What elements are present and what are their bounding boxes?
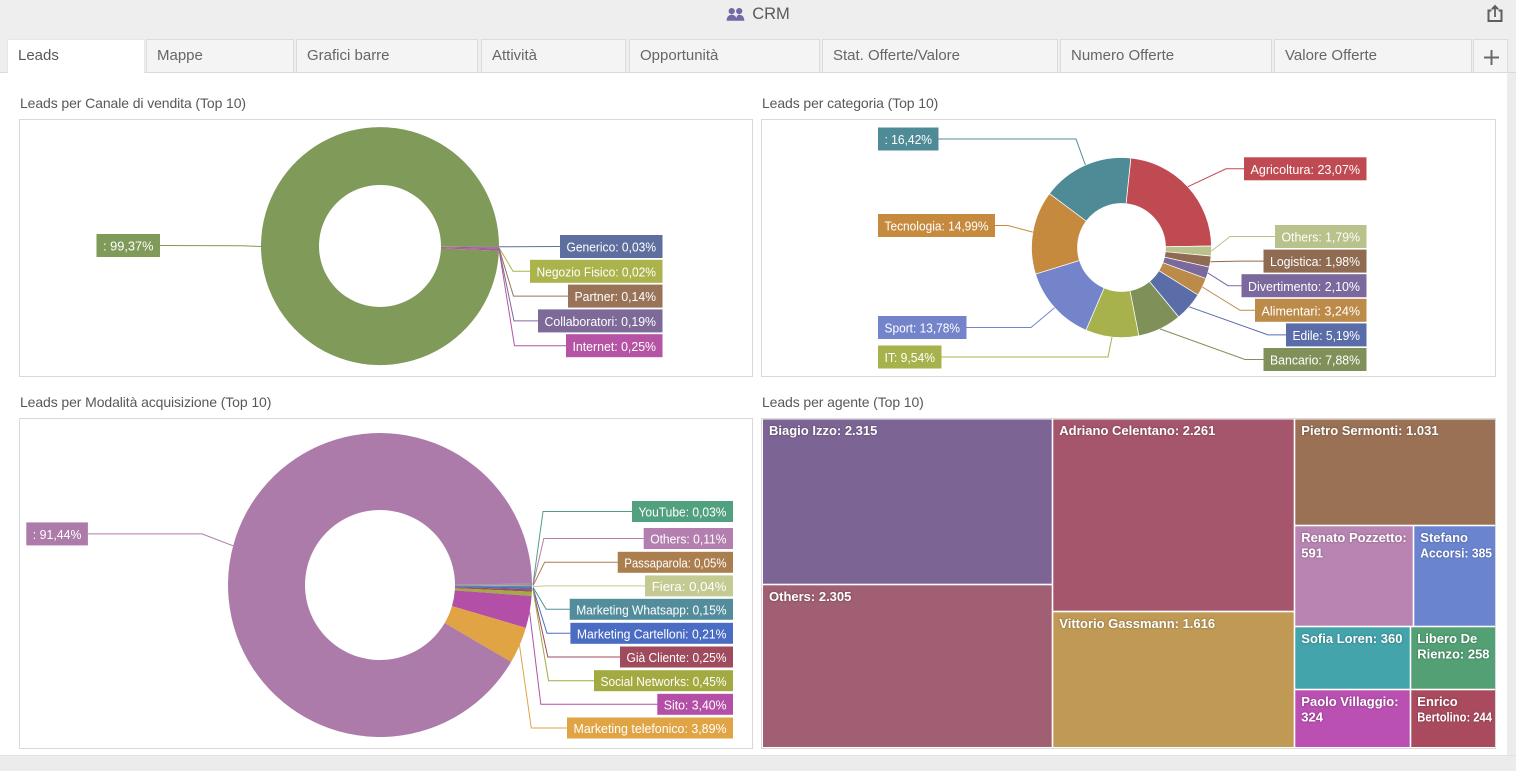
- svg-text:Vittorio Gassmann: 1.616: Vittorio Gassmann: 1.616: [1059, 616, 1215, 631]
- svg-text:: 16,42%: : 16,42%: [885, 132, 933, 147]
- svg-text:Negozio Fisico: 0,02%: Negozio Fisico: 0,02%: [537, 264, 657, 279]
- svg-text:: 99,37%: : 99,37%: [103, 239, 154, 254]
- svg-text:Collaboratori: 0,19%: Collaboratori: 0,19%: [545, 314, 657, 329]
- svg-text:Accorsi: 385: Accorsi: 385: [1420, 545, 1492, 560]
- svg-text:324: 324: [1301, 709, 1323, 724]
- svg-text:Biagio Izzo: 2.315: Biagio Izzo: 2.315: [769, 423, 877, 438]
- svg-text:Marketing Cartelloni: 0,21%: Marketing Cartelloni: 0,21%: [577, 626, 727, 641]
- svg-text:Paolo Villaggio:: Paolo Villaggio:: [1301, 694, 1398, 709]
- svg-text:: 91,44%: : 91,44%: [33, 527, 82, 542]
- svg-text:Pietro Sermonti: 1.031: Pietro Sermonti: 1.031: [1301, 423, 1438, 438]
- svg-text:Fiera: 0,04%: Fiera: 0,04%: [652, 579, 727, 594]
- svg-text:Bancario: 7,88%: Bancario: 7,88%: [1270, 353, 1360, 368]
- svg-text:Alimentari: 3,24%: Alimentari: 3,24%: [1262, 303, 1361, 318]
- svg-text:Others: 0,11%: Others: 0,11%: [650, 532, 727, 547]
- svg-text:Others: 1,79%: Others: 1,79%: [1282, 230, 1361, 245]
- svg-text:Bertolino: 244: Bertolino: 244: [1417, 709, 1492, 724]
- svg-text:Stefano: Stefano: [1420, 530, 1468, 545]
- svg-text:Marketing telefonico: 3,89%: Marketing telefonico: 3,89%: [574, 721, 727, 736]
- svg-text:Marketing Whatsapp: 0,15%: Marketing Whatsapp: 0,15%: [576, 602, 727, 617]
- svg-text:YouTube: 0,03%: YouTube: 0,03%: [639, 505, 727, 520]
- svg-text:Libero De: Libero De: [1417, 631, 1477, 646]
- svg-text:Rienzo: 258: Rienzo: 258: [1417, 646, 1489, 661]
- svg-text:Others: 2.305: Others: 2.305: [769, 589, 851, 604]
- svg-text:Sito: 3,40%: Sito: 3,40%: [664, 697, 727, 712]
- svg-text:Agricoltura: 23,07%: Agricoltura: 23,07%: [1251, 162, 1361, 177]
- svg-text:Adriano Celentano: 2.261: Adriano Celentano: 2.261: [1059, 423, 1215, 438]
- svg-text:Già Cliente: 0,25%: Già Cliente: 0,25%: [627, 650, 727, 665]
- svg-text:Sofia Loren: 360: Sofia Loren: 360: [1301, 631, 1402, 646]
- svg-text:Social Networks: 0,45%: Social Networks: 0,45%: [601, 674, 727, 689]
- svg-text:Passaparola: 0,05%: Passaparola: 0,05%: [624, 555, 727, 570]
- svg-text:Edile: 5,19%: Edile: 5,19%: [1293, 328, 1361, 343]
- svg-text:Logistica: 1,98%: Logistica: 1,98%: [1270, 254, 1360, 269]
- svg-text:Renato Pozzetto:: Renato Pozzetto:: [1301, 530, 1406, 545]
- svg-text:Divertimento: 2,10%: Divertimento: 2,10%: [1248, 279, 1360, 294]
- svg-text:Internet: 0,25%: Internet: 0,25%: [573, 339, 657, 354]
- svg-text:591: 591: [1301, 545, 1323, 560]
- svg-text:Enrico: Enrico: [1417, 694, 1458, 709]
- svg-text:Tecnologia: 14,99%: Tecnologia: 14,99%: [885, 219, 989, 234]
- svg-text:IT: 9,54%: IT: 9,54%: [885, 350, 936, 365]
- svg-text:Partner: 0,14%: Partner: 0,14%: [575, 289, 657, 304]
- svg-text:Generico: 0,03%: Generico: 0,03%: [567, 240, 657, 255]
- svg-text:Sport: 13,78%: Sport: 13,78%: [885, 321, 961, 336]
